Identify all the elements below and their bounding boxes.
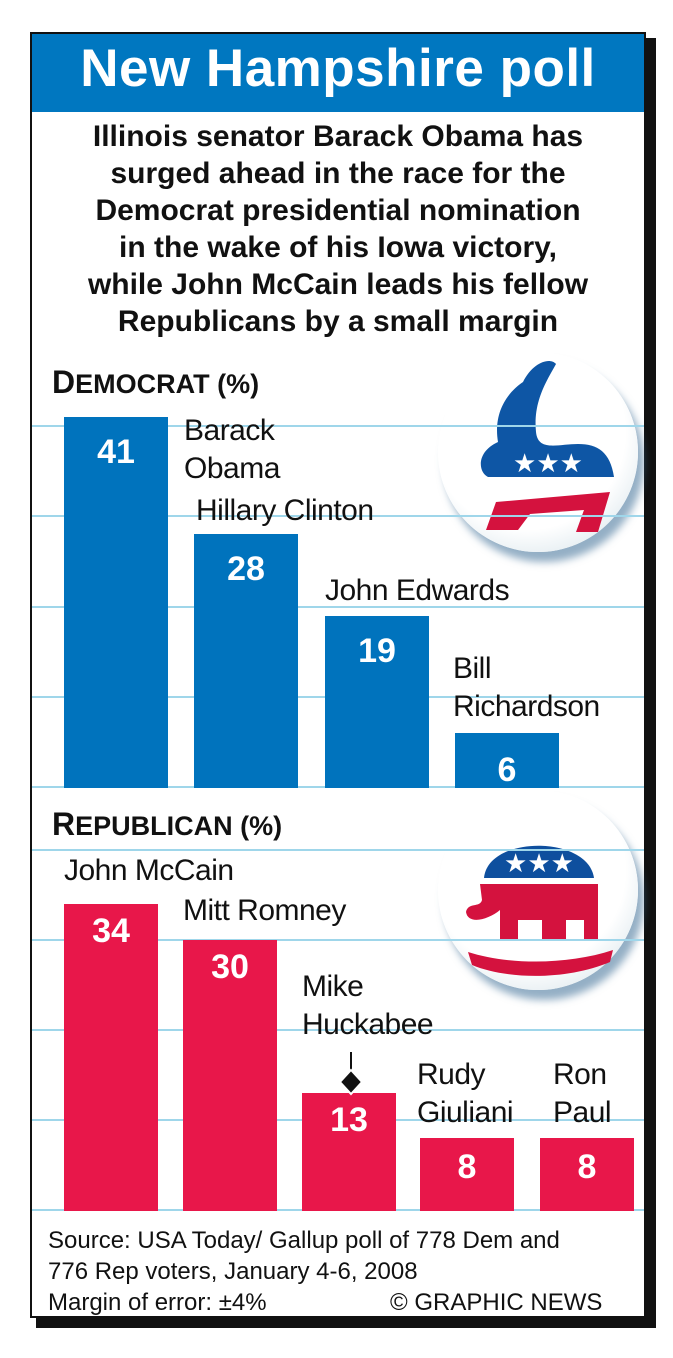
value-label: 8	[457, 1148, 477, 1186]
donkey-badge: ★★★	[438, 352, 638, 552]
title-rest: EMOCRAT (%)	[75, 369, 260, 399]
svg-text:★★★: ★★★	[513, 448, 583, 478]
category-label: John McCain	[64, 852, 234, 890]
elephant-icon: ★★★	[466, 845, 613, 976]
source-line-1: Source: USA Today/ Gallup poll of 778 De…	[48, 1227, 560, 1254]
bar	[64, 417, 168, 788]
category-label: Rudy Giuliani	[417, 1056, 514, 1132]
category-label-line: Hillary Clinton	[196, 494, 374, 527]
page-title: New Hampshire poll	[80, 39, 596, 98]
credit: © GRAPHIC NEWS	[390, 1289, 603, 1316]
margin-of-error: Margin of error: ±4%	[48, 1289, 267, 1316]
category-label-line: Rudy	[417, 1058, 486, 1091]
value-label: 28	[227, 550, 265, 589]
category-label-line: Giuliani	[417, 1096, 514, 1129]
gridline	[32, 1029, 644, 1031]
gridline	[32, 515, 644, 518]
subtitle-line: while John McCain leads his fellow	[87, 268, 589, 301]
subtitle-line: surged ahead in the race for the	[110, 157, 566, 190]
bar	[302, 1093, 396, 1211]
value-label: 41	[97, 433, 135, 472]
category-label-line: Obama	[184, 452, 280, 485]
democrat-section-title: DEMOCRAT (%)	[52, 364, 259, 401]
gridline	[32, 939, 644, 941]
subtitle: Illinois senator Barack Obama has surged…	[32, 118, 644, 340]
category-label-line: Mike	[302, 970, 364, 1003]
value-label: 34	[92, 912, 130, 950]
category-label: Mike Huckabee	[302, 968, 434, 1044]
category-label: Hillary Clinton	[196, 492, 374, 530]
category-label-line: Paul	[553, 1096, 612, 1129]
category-label-line: Ron	[553, 1058, 607, 1091]
bar	[183, 940, 277, 1211]
subtitle-line: Democrat presidential nomination	[95, 194, 581, 227]
pointer-diamond-icon	[338, 1052, 364, 1096]
category-label: Ron Paul	[553, 1056, 612, 1132]
gridline	[32, 849, 644, 851]
category-label-line: Barack	[184, 414, 275, 447]
bar	[455, 732, 559, 788]
subtitle-line: Illinois senator Barack Obama has	[92, 120, 584, 153]
svg-text:★★★: ★★★	[504, 848, 574, 878]
category-label-line: Mitt Romney	[183, 894, 346, 927]
category-label-line: Richardson	[453, 690, 600, 723]
title-initial: R	[52, 806, 76, 842]
category-label-line: John McCain	[64, 854, 234, 887]
donkey-icon: ★★★	[480, 361, 614, 532]
value-label: 30	[211, 948, 249, 986]
category-label-line: Huckabee	[302, 1008, 434, 1041]
category-label: John Edwards	[325, 572, 510, 610]
category-label-line: Bill	[453, 652, 492, 685]
source-line-2: 776 Rep voters, January 4-6, 2008	[48, 1258, 418, 1285]
gridline	[32, 425, 644, 428]
value-label: 19	[358, 631, 396, 670]
title-rest: EPUBLICAN (%)	[75, 811, 283, 841]
bar	[420, 1138, 514, 1211]
title-bar: New Hampshire poll	[30, 32, 646, 112]
category-label: Barack Obama	[184, 412, 280, 488]
category-label: Mitt Romney	[183, 892, 346, 930]
bar	[325, 615, 429, 788]
republican-section-title: REPUBLICAN (%)	[52, 806, 282, 843]
subtitle-line: Republicans by a small margin	[117, 305, 559, 338]
elephant-badge: ★★★	[438, 790, 638, 990]
value-label: 6	[497, 750, 517, 789]
gridline	[32, 605, 644, 608]
category-label: Bill Richardson	[453, 650, 600, 726]
bar	[540, 1138, 634, 1211]
subtitle-line: in the wake of his Iowa victory,	[119, 231, 557, 264]
value-label: 8	[577, 1148, 597, 1186]
title-initial: D	[52, 364, 76, 400]
category-label-line: John Edwards	[325, 574, 510, 607]
bar	[194, 534, 298, 788]
value-label: 13	[330, 1101, 368, 1139]
bar	[64, 904, 158, 1211]
